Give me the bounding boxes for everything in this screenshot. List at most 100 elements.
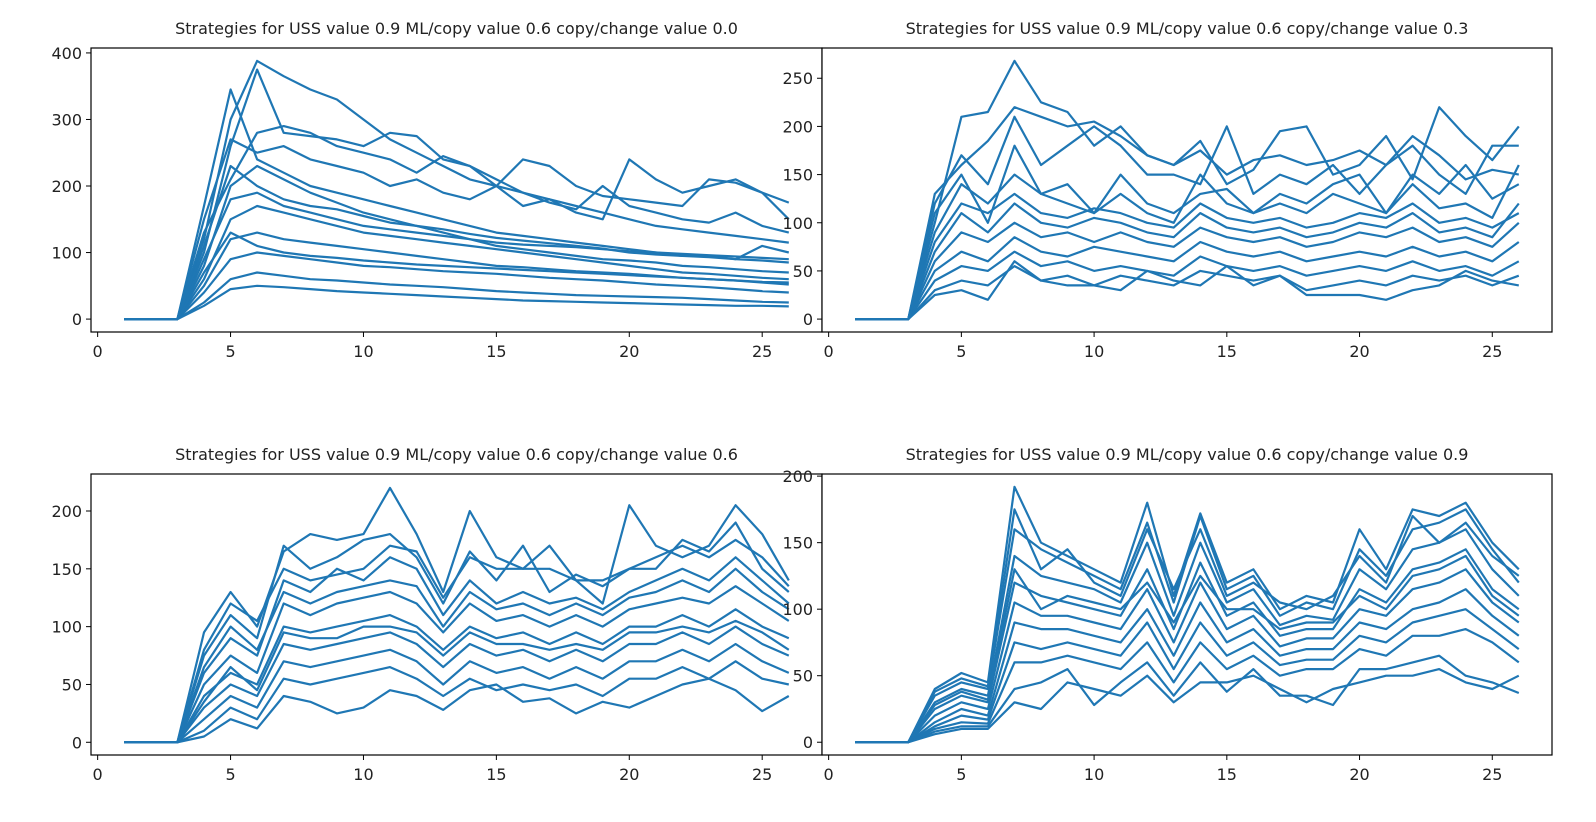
series-line-11 <box>855 508 1520 744</box>
series-line-14 <box>124 231 789 321</box>
axes-frame <box>821 47 1553 333</box>
series-line-2 <box>124 59 789 321</box>
y-tick-label: 200 <box>782 467 813 486</box>
series-line-6 <box>855 588 1520 744</box>
x-tick-label: 10 <box>1084 765 1104 784</box>
series-line-9 <box>124 284 789 321</box>
x-tick-label: 5 <box>225 765 235 784</box>
series-line-4 <box>124 585 790 744</box>
series-line-1 <box>124 486 790 744</box>
series-line-1 <box>855 59 1519 321</box>
subplot-1: 0 5 10 15 20 25 0 100 200 300 400 Strategies for US… <box>51 19 823 361</box>
x-tick-label: 20 <box>619 765 639 784</box>
y-tick-label: 100 <box>51 618 82 637</box>
series-line-12 <box>124 191 789 321</box>
series-line-11 <box>124 567 790 744</box>
x-tick-label: 15 <box>486 765 506 784</box>
series-line-8 <box>855 627 1520 744</box>
series-line-10 <box>124 138 790 321</box>
series-line-8 <box>124 271 789 321</box>
subplot-4: 0 5 10 15 20 25 0 50 100 150 200 Strategies for USS… <box>782 445 1553 784</box>
series-line-3 <box>855 528 1520 744</box>
series-line-12 <box>124 619 790 744</box>
y-tick-label: 50 <box>793 667 813 686</box>
series-line-7 <box>855 608 1520 744</box>
series-line-11 <box>124 124 790 321</box>
x-tick-label: 20 <box>1349 765 1369 784</box>
series-line-4 <box>855 548 1520 744</box>
y-tick-label: 100 <box>782 600 813 619</box>
series-line-5 <box>855 202 1520 321</box>
x-tick-label: 25 <box>752 342 772 361</box>
series-line-3 <box>124 68 790 321</box>
subplot-title: Strategies for USS value 0.9 ML/copy val… <box>175 445 738 464</box>
y-tick-label: 150 <box>51 560 82 579</box>
subplot-title: Strategies for USS value 0.9 ML/copy val… <box>906 445 1469 464</box>
series-group <box>855 59 1520 321</box>
series-line-7 <box>124 642 790 744</box>
series-line-8 <box>124 660 790 744</box>
y-tick-label: 150 <box>782 166 813 185</box>
series-line-12 <box>855 192 1520 321</box>
subplot-3: 0 5 10 15 20 25 0 50 100 150 200 Strategies for USS… <box>51 445 823 784</box>
series-line-9 <box>855 654 1520 744</box>
series-line-8 <box>855 250 1520 321</box>
series-line-6 <box>124 625 790 744</box>
series-group <box>124 59 790 321</box>
y-tick-label: 200 <box>51 502 82 521</box>
series-line-5 <box>124 204 789 321</box>
series-line-10 <box>855 667 1520 744</box>
y-tick-label: 50 <box>793 262 813 281</box>
series-line-4 <box>855 164 1520 321</box>
subplot-title: Strategies for USS value 0.9 ML/copy val… <box>175 19 738 38</box>
x-tick-label: 10 <box>1084 342 1104 361</box>
series-line-9 <box>855 265 1520 321</box>
x-tick-label: 25 <box>1482 765 1502 784</box>
series-line-12 <box>855 554 1520 744</box>
y-tick-label: 100 <box>782 214 813 233</box>
series-line-10 <box>124 538 790 744</box>
x-tick-label: 5 <box>225 342 235 361</box>
series-group <box>124 486 790 744</box>
x-tick-label: 15 <box>486 342 506 361</box>
axes-background <box>91 474 822 755</box>
series-line-5 <box>855 568 1520 744</box>
y-tick-label: 0 <box>803 733 813 752</box>
series-line-5 <box>124 608 790 744</box>
series-line-6 <box>855 221 1520 321</box>
y-tick-label: 300 <box>51 110 82 129</box>
series-line-10 <box>855 260 1519 321</box>
x-tick-label: 10 <box>353 765 373 784</box>
x-tick-label: 0 <box>824 765 834 784</box>
axes-frame <box>821 473 1553 756</box>
series-line-7 <box>855 236 1520 321</box>
y-tick-label: 150 <box>782 534 813 553</box>
x-tick-label: 25 <box>1482 342 1502 361</box>
series-line-13 <box>124 164 790 321</box>
series-line-7 <box>124 251 789 321</box>
series-line-4 <box>124 164 789 321</box>
subplot-title: Strategies for USS value 0.9 ML/copy val… <box>906 19 1469 38</box>
x-tick-label: 20 <box>619 342 639 361</box>
y-tick-label: 200 <box>51 177 82 196</box>
y-tick-label: 50 <box>62 675 82 694</box>
series-line-1 <box>855 485 1520 744</box>
y-tick-label: 400 <box>51 44 82 63</box>
x-tick-label: 10 <box>353 342 373 361</box>
series-line-3 <box>124 556 790 744</box>
x-tick-label: 15 <box>1217 342 1237 361</box>
y-tick-label: 0 <box>72 310 82 329</box>
x-tick-label: 5 <box>956 765 966 784</box>
y-tick-label: 200 <box>782 117 813 136</box>
x-tick-label: 20 <box>1349 342 1369 361</box>
x-tick-label: 25 <box>752 765 772 784</box>
x-tick-label: 0 <box>824 342 834 361</box>
y-tick-label: 0 <box>72 733 82 752</box>
series-line-3 <box>855 115 1519 321</box>
x-tick-label: 5 <box>956 342 966 361</box>
series-line-9 <box>124 677 790 744</box>
y-tick-label: 0 <box>803 310 813 329</box>
series-line-11 <box>855 144 1520 321</box>
